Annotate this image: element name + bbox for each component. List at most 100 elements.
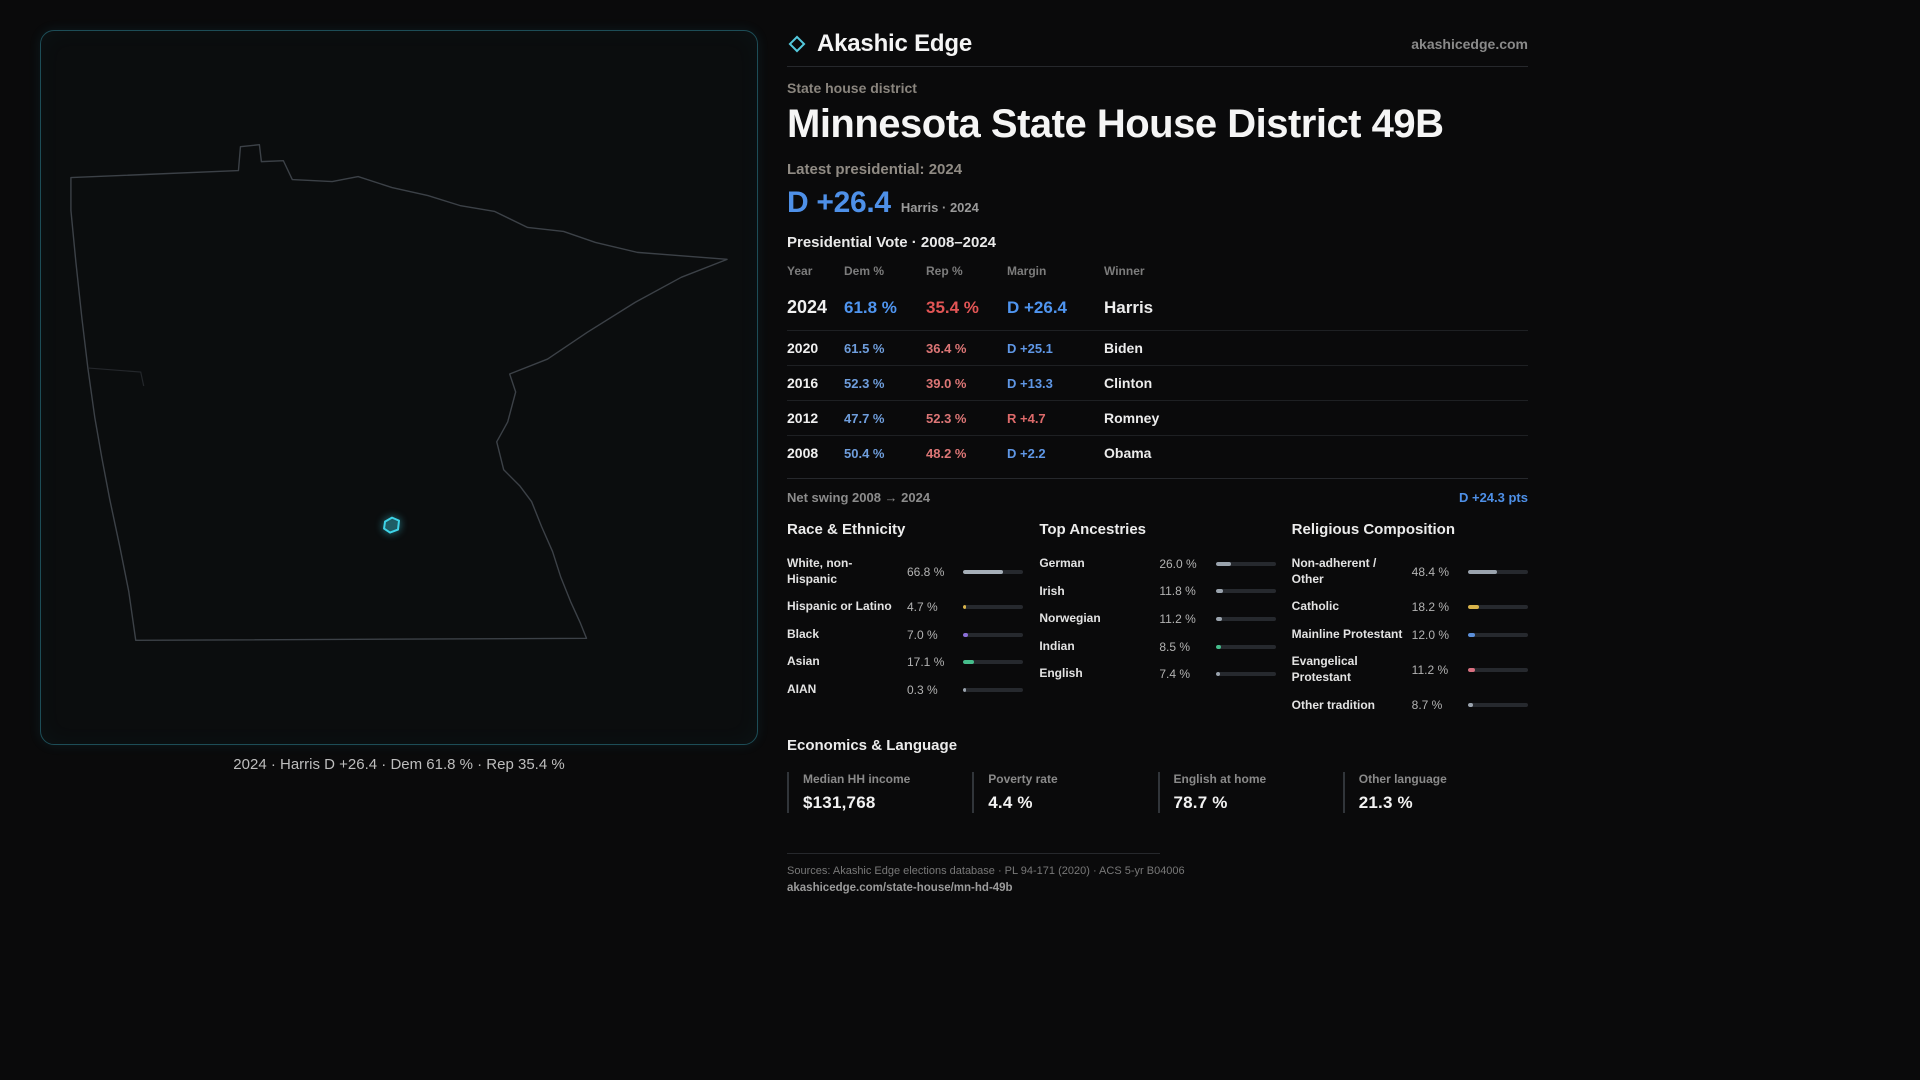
demo-bar-fill (963, 604, 967, 609)
vote-margin: D +13.3 (1007, 376, 1053, 391)
demo-label: Irish (1039, 583, 1065, 598)
demo-bar-fill (1467, 667, 1475, 672)
demo-bar-fill (1467, 604, 1479, 609)
vote-dem-pct: 52.3 % (844, 376, 885, 391)
demo-bar (1467, 604, 1528, 609)
demo-bar (1467, 703, 1528, 708)
demo-bar (1215, 644, 1276, 649)
net-swing-label: Net swing 2008 → 2024 (787, 490, 931, 505)
vote-col-header: Rep % (926, 264, 963, 278)
vote-dem-pct: 61.5 % (844, 341, 885, 356)
econ-stat: Poverty rate 4.4 % (972, 772, 1157, 814)
demo-bar-fill (1467, 703, 1474, 708)
demo-section-race: Race & Ethnicity White, non-Hispanic 66.8 … (787, 521, 1024, 719)
vote-row: 2020 61.5 % 36.4 % D +25.1 Biden (787, 331, 1528, 366)
district-profile-panel: Akashic Edge akashicedge.com State house… (787, 28, 1528, 894)
vote-margin: D +26.4 (1007, 298, 1068, 317)
demo-bar-fill (963, 632, 968, 637)
econ-stat: English at home 78.7 % (1157, 772, 1343, 814)
demo-row: Hispanic or Latino 4.7 % (787, 593, 1024, 621)
demo-row: Asian 17.1 % (787, 648, 1024, 676)
demo-bar-fill (1215, 589, 1223, 594)
latest-presidential-label: Latest presidential: 2024 (787, 161, 963, 178)
vote-winner: Clinton (1104, 375, 1153, 391)
vote-rep-pct: 52.3 % (926, 411, 967, 426)
district-highlight (383, 516, 400, 534)
demo-section-title: Top Ancestries (1039, 521, 1147, 538)
brand-domain-link[interactable]: akashicedge.com (1411, 36, 1528, 52)
permalink[interactable]: akashicedge.com/state-house/mn-hd-49b (787, 882, 1013, 895)
vote-table-header: Year Dem % Rep % Margin Winner (787, 264, 1528, 285)
economics-stats-row: Median HH income $131,768 Poverty rate 4.4 … (787, 772, 1528, 814)
demo-label: Norwegian (1039, 611, 1101, 626)
brand-name: Akashic Edge (817, 30, 972, 57)
econ-stat-label: Poverty rate (988, 772, 1058, 787)
demo-label: White, non-Hispanic (787, 556, 853, 586)
net-swing-value: D +24.3 pts (1458, 490, 1528, 505)
vote-margin: D +2.2 (1007, 446, 1046, 461)
demo-value: 0.3 % (907, 682, 938, 697)
vote-winner: Obama (1104, 445, 1152, 461)
econ-stat-label: English at home (1173, 772, 1267, 787)
vote-margin: R +4.7 (1007, 411, 1046, 426)
demo-label: German (1039, 556, 1085, 570)
district-type-kicker: State house district (787, 80, 917, 96)
headline-margin: D +26.4 Harris · 2024 (787, 186, 1528, 220)
vote-rep-pct: 36.4 % (926, 341, 967, 356)
net-swing-row: Net swing 2008 → 2024 D +24.3 pts (787, 490, 1528, 505)
demographics-grid: Race & Ethnicity White, non-Hispanic 66.8 … (787, 521, 1528, 719)
vote-col-header: Margin (1007, 264, 1047, 278)
demo-value: 8.7 % (1411, 698, 1443, 713)
demo-label: Mainline Protestant (1291, 626, 1403, 641)
table-divider (787, 478, 1528, 479)
vote-rep-pct: 35.4 % (926, 298, 979, 317)
vote-rep-pct: 39.0 % (926, 376, 967, 391)
demo-bar-fill (963, 687, 966, 692)
econ-stat-label: Median HH income (803, 772, 911, 787)
demo-bar-fill (1215, 644, 1221, 649)
header-divider (787, 66, 1528, 67)
econ-stat: Median HH income $131,768 (787, 772, 972, 814)
vote-row: 2012 47.7 % 52.3 % R +4.7 Romney (787, 401, 1528, 436)
demo-bar (1215, 589, 1276, 594)
demo-value: 26.0 % (1159, 556, 1197, 571)
econ-stat-label: Other language (1358, 772, 1447, 787)
vote-year: 2020 (787, 340, 819, 356)
demo-value: 7.4 % (1159, 667, 1191, 682)
demo-section-title: Race & Ethnicity (787, 521, 906, 538)
brand: Akashic Edge (787, 30, 972, 58)
econ-stat-value: 4.4 % (988, 793, 1033, 813)
vote-year: 2016 (787, 375, 819, 391)
demo-label: Catholic (1291, 599, 1339, 614)
demo-label: English (1039, 666, 1083, 681)
demo-section-religion: Religious Composition Non-adherent / Othe… (1292, 521, 1528, 719)
demo-bar-fill (1215, 616, 1223, 621)
demo-label: Asian (787, 654, 820, 669)
demo-value: 11.8 % (1159, 584, 1196, 599)
demo-bar-fill (963, 569, 1004, 574)
demo-value: 4.7 % (907, 599, 938, 614)
demo-row: AIAN 0.3 % (787, 676, 1024, 704)
demo-row: Norwegian 11.2 % (1039, 605, 1276, 633)
demo-bar (1467, 632, 1528, 637)
demo-row: Non-adherent / Other 48.4 % (1292, 550, 1528, 593)
vote-table-body: 2024 61.8 % 35.4 % D +26.4 Harris 2020 61.5 % 3… (787, 285, 1528, 470)
vote-winner: Romney (1104, 410, 1160, 426)
vote-row: 2008 50.4 % 48.2 % D +2.2 Obama (787, 436, 1528, 470)
vote-winner: Biden (1104, 340, 1143, 356)
demo-row: Indian 8.5 % (1039, 633, 1276, 661)
demo-bar (963, 604, 1024, 609)
demo-bar (963, 687, 1024, 692)
demo-bar (1467, 569, 1528, 574)
econ-stat-value: 21.3 % (1358, 793, 1413, 813)
sources-line: Sources: Akashic Edge elections database… (787, 865, 1185, 878)
demo-bar-fill (1215, 561, 1232, 566)
demo-bar (963, 632, 1024, 637)
vote-winner: Harris (1104, 298, 1154, 317)
vote-row: 2016 52.3 % 39.0 % D +13.3 Clinton (787, 366, 1528, 401)
demo-label: Hispanic or Latino (787, 599, 892, 614)
demo-value: 7.0 % (907, 627, 938, 642)
economics-title: Economics & Language (787, 737, 958, 755)
demo-bar (963, 660, 1024, 665)
page-title: Minnesota State House District 49B (787, 102, 1444, 146)
